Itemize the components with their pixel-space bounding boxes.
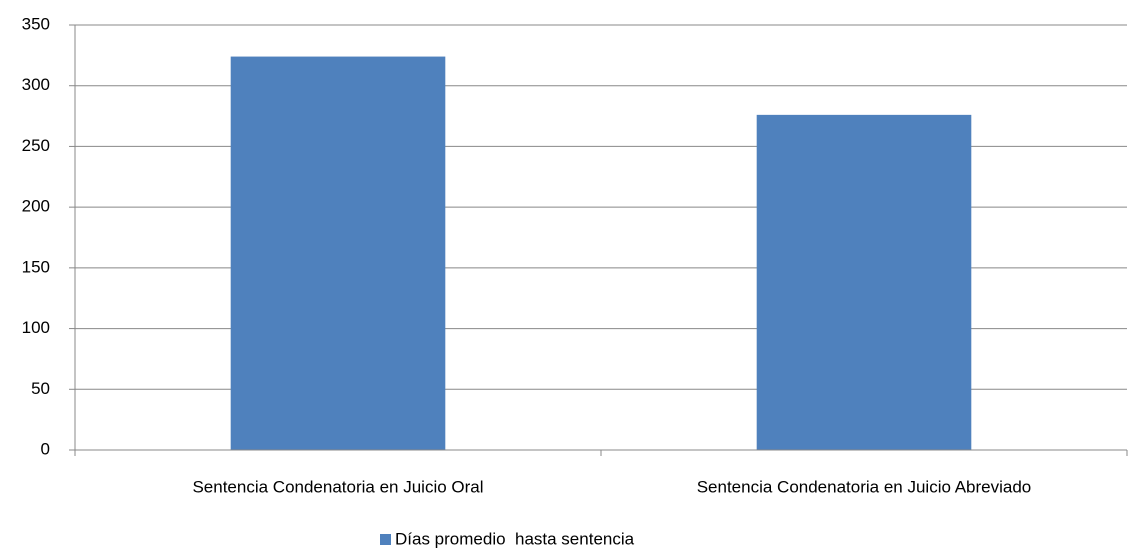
bar — [756, 114, 972, 450]
legend-label: Días promedio hasta sentencia — [395, 529, 635, 548]
y-tick-label: 50 — [31, 379, 50, 398]
y-tick-label: 300 — [22, 75, 50, 94]
x-tick-label: Sentencia Condenatoria en Juicio Abrevia… — [697, 477, 1032, 496]
y-tick-label: 150 — [22, 257, 50, 276]
y-tick-label: 200 — [22, 197, 50, 216]
y-tick-label: 350 — [22, 14, 50, 33]
y-tick-label: 100 — [22, 318, 50, 337]
bar — [230, 56, 446, 450]
y-tick-label: 0 — [41, 439, 50, 458]
legend-swatch — [380, 534, 391, 545]
x-tick-label: Sentencia Condenatoria en Juicio Oral — [192, 477, 483, 496]
y-tick-label: 250 — [22, 136, 50, 155]
